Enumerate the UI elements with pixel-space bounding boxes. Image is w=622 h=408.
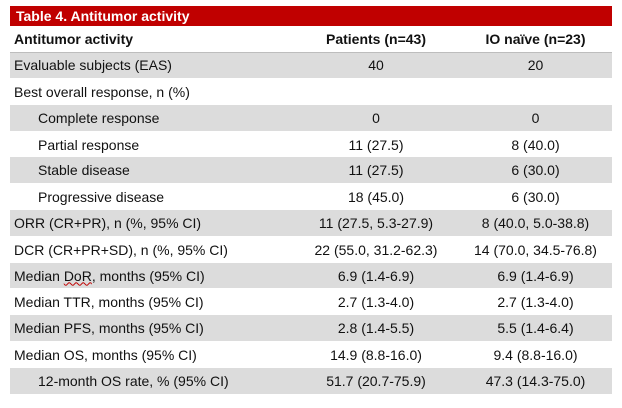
table-row: Best overall response, n (%)	[10, 79, 612, 105]
table-row: Progressive disease 18 (45.0) 6 (30.0)	[10, 184, 612, 210]
row-label: Median TTR, months (95% CI)	[14, 294, 204, 311]
table-row: Evaluable subjects (EAS) 40 20	[10, 52, 612, 80]
cell-io-naive: 2.7 (1.3-4.0)	[497, 294, 574, 311]
cell-patients: 51.7 (20.7-75.9)	[293, 367, 459, 395]
row-label: Median OS, months (95% CI)	[14, 346, 197, 363]
data-table: Antitumor activity Patients (n=43) IO na…	[10, 26, 612, 395]
table-row: ORR (CR+PR), n (%, 95% CI) 11 (27.5, 5.3…	[10, 210, 612, 237]
cell-io-naive: 14 (70.0, 34.5-76.8)	[474, 241, 597, 258]
cell-io-naive: 0	[459, 104, 612, 132]
table-caption: Table 4. Antitumor activity	[10, 6, 612, 26]
table-row: Partial response 11 (27.5) 8 (40.0)	[10, 131, 612, 157]
cell-io-naive	[459, 79, 612, 105]
table-row: Median TTR, months (95% CI) 2.7 (1.3-4.0…	[10, 289, 612, 315]
cell-io-naive: 20	[459, 52, 612, 80]
table-row: 12-month OS rate, % (95% CI) 51.7 (20.7-…	[10, 367, 612, 395]
cell-patients: 22 (55.0, 31.2-62.3)	[314, 241, 438, 258]
row-label: ORR (CR+PR), n (%, 95% CI)	[10, 210, 293, 237]
header-cell-patients: Patients (n=43)	[293, 26, 459, 53]
row-label: DCR (CR+PR+SD), n (%, 95% CI)	[14, 241, 228, 258]
table-row: DCR (CR+PR+SD), n (%, 95% CI) 22 (55.0, …	[10, 236, 612, 262]
row-label-suffix: , months (95% CI)	[91, 267, 205, 284]
table-row: Median OS, months (95% CI) 14.9 (8.8-16.…	[10, 342, 612, 368]
row-label: Partial response	[38, 136, 140, 153]
row-label: Median PFS, months (95% CI)	[10, 315, 293, 343]
cell-io-naive: 9.4 (8.8-16.0)	[493, 346, 578, 363]
cell-patients: 11 (27.5)	[348, 136, 404, 153]
header-cell-activity: Antitumor activity	[10, 26, 293, 53]
row-label: Progressive disease	[38, 189, 165, 206]
cell-patients: 2.8 (1.4-5.5)	[293, 315, 459, 343]
row-label: Evaluable subjects (EAS)	[10, 52, 293, 80]
cell-io-naive: 6 (30.0)	[511, 189, 560, 206]
cell-io-naive: 5.5 (1.4-6.4)	[459, 315, 612, 343]
header-cell-io-naive: IO naïve (n=23)	[459, 26, 612, 53]
cell-patients: 0	[293, 104, 459, 132]
cell-patients	[293, 79, 459, 105]
header-row: Antitumor activity Patients (n=43) IO na…	[10, 26, 612, 53]
row-label: Complete response	[10, 104, 293, 132]
cell-io-naive: 6 (30.0)	[459, 157, 612, 185]
cell-patients: 14.9 (8.8-16.0)	[330, 346, 422, 363]
cell-patients: 11 (27.5, 5.3-27.9)	[293, 210, 459, 237]
row-label: Stable disease	[10, 157, 293, 185]
cell-io-naive: 8 (40.0)	[511, 136, 560, 153]
row-label-prefix: Median	[14, 267, 64, 284]
cell-io-naive: 6.9 (1.4-6.9)	[459, 262, 612, 290]
spellcheck-underlined-word: DoR	[63, 267, 92, 284]
row-label: 12-month OS rate, % (95% CI)	[10, 367, 293, 395]
row-label: Median DoR, months (95% CI)	[10, 262, 293, 290]
table-row: Median PFS, months (95% CI) 2.8 (1.4-5.5…	[10, 315, 612, 343]
antitumor-activity-table: Table 4. Antitumor activity Antitumor ac…	[10, 6, 612, 395]
cell-patients: 2.7 (1.3-4.0)	[337, 294, 415, 311]
cell-patients: 18 (45.0)	[347, 189, 405, 206]
cell-patients: 11 (27.5)	[293, 157, 459, 185]
table-row: Stable disease 11 (27.5) 6 (30.0)	[10, 157, 612, 185]
row-label: Best overall response, n (%)	[14, 83, 190, 100]
table-row: Median DoR, months (95% CI) 6.9 (1.4-6.9…	[10, 262, 612, 290]
cell-io-naive: 47.3 (14.3-75.0)	[459, 367, 612, 395]
cell-io-naive: 8 (40.0, 5.0-38.8)	[459, 210, 612, 237]
cell-patients: 40	[293, 52, 459, 80]
cell-patients: 6.9 (1.4-6.9)	[293, 262, 459, 290]
table-row: Complete response 0 0	[10, 104, 612, 132]
